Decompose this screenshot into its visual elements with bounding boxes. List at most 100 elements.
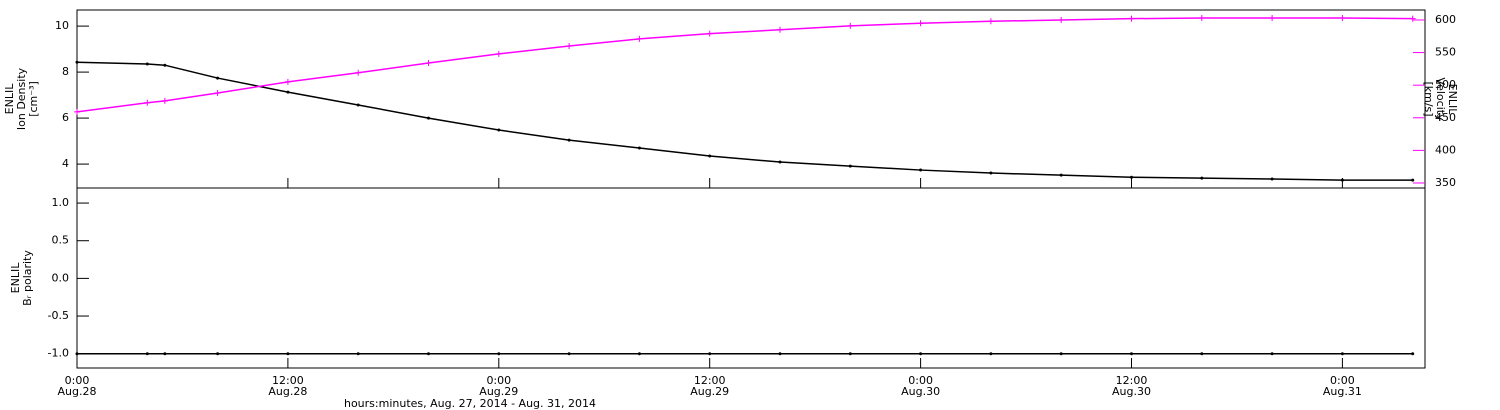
data-marker	[1128, 15, 1135, 22]
data-marker	[1411, 352, 1415, 356]
data-marker	[1200, 352, 1204, 356]
data-marker	[987, 18, 994, 25]
data-marker	[706, 30, 713, 37]
x-tick-label: 0:00	[908, 374, 933, 387]
data-marker	[356, 352, 360, 356]
data-marker	[989, 171, 993, 175]
data-marker	[74, 108, 80, 115]
y2-axis-label-line: Velocity	[1434, 77, 1447, 121]
data-marker	[161, 97, 168, 104]
data-marker	[163, 63, 167, 67]
data-marker	[919, 168, 923, 172]
y-tick-label: 0.5	[52, 234, 70, 247]
y2-tick-label: 550	[1435, 46, 1456, 59]
y2-tick-label: 600	[1435, 13, 1456, 26]
data-marker	[214, 90, 221, 97]
data-marker	[356, 103, 360, 107]
data-marker	[847, 22, 854, 29]
data-marker	[637, 352, 641, 356]
data-marker	[1198, 15, 1205, 22]
data-marker	[355, 69, 362, 76]
x-tick-date: Aug.29	[479, 385, 518, 398]
data-marker	[1409, 15, 1416, 22]
y-tick-label: 6	[62, 111, 69, 124]
data-marker	[163, 352, 167, 356]
data-marker	[778, 160, 782, 164]
data-marker	[1129, 175, 1133, 179]
data-marker	[1339, 15, 1346, 22]
x-tick-label: 12:00	[272, 374, 304, 387]
data-marker	[776, 26, 783, 33]
x-tick-label: 0:00	[1330, 374, 1355, 387]
data-marker	[1129, 352, 1133, 356]
data-marker	[708, 352, 712, 356]
y-axis-label: ENLILBᵣ polarity	[9, 250, 34, 306]
y2-tick-label: 450	[1435, 111, 1456, 124]
data-marker	[75, 60, 79, 64]
data-marker	[286, 90, 290, 94]
data-marker	[778, 352, 782, 356]
data-marker	[286, 352, 290, 356]
y-tick-label: 8	[62, 65, 69, 78]
data-marker	[495, 50, 502, 57]
x-axis-label: hours:minutes, Aug. 27, 2014 - Aug. 31, …	[344, 397, 596, 410]
data-marker	[566, 43, 573, 50]
data-marker	[567, 352, 571, 356]
data-marker	[1200, 176, 1204, 180]
data-marker	[216, 76, 220, 80]
y-tick-label: 4	[62, 157, 69, 170]
y2-axis-label: ENLILVelocity[km/s]	[1422, 77, 1459, 121]
x-tick-label: 12:00	[694, 374, 726, 387]
data-marker	[425, 60, 432, 67]
y-tick-label: 1.0	[52, 196, 70, 209]
y-axis-label-line: ENLIL	[3, 83, 16, 115]
y-tick-label: 0.0	[52, 271, 70, 284]
data-marker	[567, 138, 571, 142]
y-tick-label: -0.5	[48, 309, 69, 322]
x-tick-date: Aug.30	[1112, 385, 1151, 398]
x-tick-date: Aug.28	[58, 385, 97, 398]
data-marker	[1340, 352, 1344, 356]
data-marker	[1059, 173, 1063, 177]
x-tick-date: Aug.30	[901, 385, 940, 398]
data-marker	[917, 20, 924, 27]
y-axis-label-line: Ion Density	[15, 67, 28, 130]
data-marker	[75, 352, 79, 356]
y-tick-label: -1.0	[48, 347, 69, 360]
data-marker	[637, 146, 641, 150]
data-marker	[216, 352, 220, 356]
x-tick-label: 12:00	[1116, 374, 1148, 387]
y2-tick-label: 400	[1435, 143, 1456, 156]
data-marker	[284, 78, 291, 85]
x-tick-date: Aug.28	[268, 385, 307, 398]
data-marker	[145, 62, 149, 66]
x-tick-date: Aug.29	[690, 385, 729, 398]
data-marker	[1059, 352, 1063, 356]
y2-tick-label: 500	[1435, 78, 1456, 91]
y-axis-label: ENLILIon Density[cm⁻³]	[3, 67, 40, 130]
data-marker	[426, 116, 430, 120]
data-marker	[497, 128, 501, 132]
x-tick-label: 0:00	[65, 374, 90, 387]
data-marker	[919, 352, 923, 356]
y-axis-label-line: ENLIL	[9, 262, 22, 294]
data-marker	[636, 35, 643, 42]
data-marker	[708, 154, 712, 158]
data-marker	[848, 164, 852, 168]
y2-axis-label-line: ENLIL	[1446, 84, 1459, 116]
data-marker	[1340, 178, 1344, 182]
data-marker	[1269, 15, 1276, 22]
data-marker	[989, 352, 993, 356]
data-marker	[144, 99, 151, 106]
y-tick-label: 10	[55, 19, 69, 32]
data-marker	[1411, 178, 1415, 182]
data-marker	[145, 352, 149, 356]
y2-axis-label-line: [km/s]	[1422, 81, 1435, 116]
y-axis-label-line: [cm⁻³]	[27, 81, 40, 117]
y-axis-label-line: Bᵣ polarity	[21, 250, 34, 306]
data-marker	[426, 352, 430, 356]
data-marker	[1058, 16, 1065, 23]
data-marker	[497, 352, 501, 356]
